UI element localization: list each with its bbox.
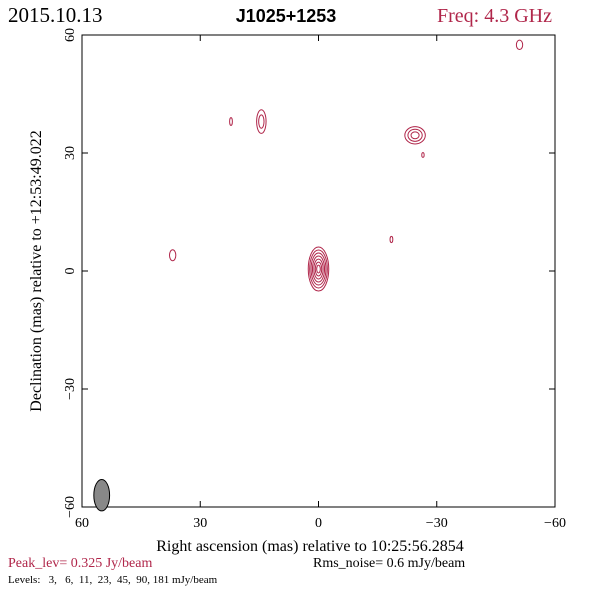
contour-ring — [310, 252, 327, 286]
x-tick-label: 60 — [75, 516, 89, 531]
x-tick-label: 30 — [193, 516, 207, 531]
contour-ring — [316, 264, 321, 274]
y-tick-label: 0 — [63, 268, 78, 275]
contour-ring — [515, 39, 524, 51]
rms-noise: Rms_noise= 0.6 mJy/beam — [313, 556, 465, 571]
beam-layer — [93, 478, 111, 512]
contour-ring — [258, 114, 265, 129]
contour-ring — [404, 126, 426, 145]
y-tick-labels: 60 30 0 −30 −60 — [63, 28, 78, 518]
y-tick-label: 30 — [63, 146, 78, 160]
contour-ring — [229, 117, 233, 126]
y-tick-label: −30 — [63, 378, 78, 400]
beam-ellipse — [93, 478, 111, 512]
x-tick-label: −30 — [426, 516, 448, 531]
frequency-label: Freq: 4.3 GHz — [437, 5, 552, 27]
y-tick-label: −60 — [63, 496, 78, 518]
axis-ticks — [81, 34, 556, 508]
contour-layer — [169, 39, 524, 292]
contour-levels: Levels: 3, 6, 11, 23, 45, 90, 181 mJy/be… — [8, 574, 218, 586]
contour-ring — [309, 249, 328, 289]
plot-frame — [81, 34, 556, 508]
contour-ring — [314, 261, 323, 277]
x-tick-label: 0 — [315, 516, 322, 531]
contour-ring — [407, 128, 423, 142]
contour-ring — [421, 152, 425, 158]
observation-date: 2015.10.13 — [8, 3, 103, 27]
contour-ring — [410, 131, 420, 140]
x-tick-labels: 60 30 0 −30 −60 — [75, 516, 566, 531]
x-axis-title: Right ascension (mas) relative to 10:25:… — [156, 538, 464, 555]
contour-ring — [311, 255, 326, 283]
source-name: J1025+1253 — [236, 6, 337, 26]
y-tick-label: 60 — [63, 28, 78, 42]
contour-ring — [256, 109, 267, 134]
contour-ring — [389, 235, 394, 244]
contour-ring — [307, 246, 330, 292]
contour-ring — [169, 249, 177, 262]
x-tick-label: −60 — [544, 516, 566, 531]
peak-level: Peak_lev= 0.325 Jy/beam — [8, 556, 152, 571]
contour-ring — [313, 258, 324, 280]
y-axis-title: Declination (mas) relative to +12:53:49.… — [28, 130, 45, 411]
